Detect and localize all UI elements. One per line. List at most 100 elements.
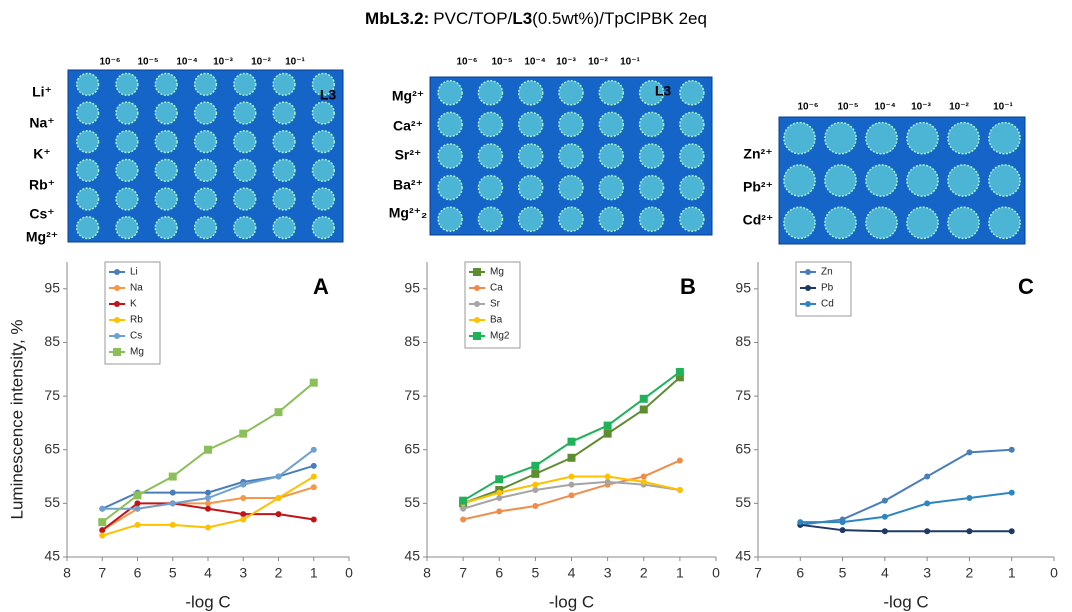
series-line (800, 448, 1012, 526)
legend-label: Mg2 (490, 331, 510, 342)
legend-marker (114, 301, 120, 307)
plate-spot (679, 143, 705, 169)
marker (240, 511, 247, 518)
marker (310, 484, 317, 491)
marker (881, 528, 888, 535)
x-tick-label: 5 (531, 565, 539, 581)
plate-label: L3 (320, 87, 337, 103)
marker (640, 478, 647, 485)
legend-label: Ba (490, 315, 503, 326)
plate-spot (115, 158, 139, 182)
plate-spot (988, 164, 1021, 197)
marker (99, 527, 106, 534)
marker (275, 495, 282, 501)
plate-column-label: 10⁻¹ (620, 57, 640, 68)
panel-label: C (1018, 274, 1034, 299)
marker (169, 521, 176, 528)
plate-spot (598, 80, 625, 106)
legend-marker (473, 332, 481, 340)
plate-spot (865, 206, 898, 240)
legend-label: Mg (130, 347, 144, 358)
plate-spot (598, 143, 625, 169)
plate-spot (558, 80, 584, 106)
plate-spot (598, 111, 625, 138)
plate-spot (311, 72, 336, 96)
legend-marker (805, 269, 811, 275)
plate-spot (783, 121, 816, 155)
plate-row-label: Li⁺ (32, 84, 52, 100)
marker (205, 500, 211, 507)
plate-spot (233, 101, 257, 125)
legend-label: Rb (130, 315, 143, 326)
plate-column-label: 10⁻⁵ (837, 102, 858, 113)
plate-spot (193, 187, 218, 211)
x-tick-label: 4 (568, 565, 576, 581)
legend-marker (474, 317, 480, 323)
plate-row-label: Mg²⁺ (392, 88, 424, 104)
marker (966, 528, 973, 535)
plate-column-label: 10⁻² (251, 57, 271, 68)
plate-spot (154, 72, 178, 96)
title-part: MbL3.2: (365, 9, 429, 28)
marker (1008, 446, 1015, 453)
y-tick-label: 75 (44, 387, 60, 403)
x-tick-label: 7 (98, 565, 106, 581)
plate-row-label: Mg²⁺₂ (389, 205, 428, 221)
marker (133, 491, 142, 500)
plate-spot (193, 216, 218, 240)
plate-spot (988, 206, 1021, 240)
plate-column-label: 10⁻⁶ (456, 57, 477, 68)
y-tick-label: 75 (735, 387, 751, 403)
plate-spot (193, 130, 218, 154)
legend-label: Cd (821, 299, 834, 310)
marker (310, 462, 317, 469)
plate-spot (115, 130, 139, 154)
title-part: (0.5wt%)/TpClPBK 2eq (532, 9, 707, 28)
marker (1008, 489, 1015, 496)
plate-spot (947, 121, 980, 155)
plate-label: L3 (655, 83, 672, 99)
y-tick-label: 85 (404, 333, 420, 349)
legend-marker (113, 348, 121, 356)
plate-row-label: Mg²⁺ (26, 229, 58, 245)
marker (99, 532, 106, 539)
plate-spot (477, 111, 504, 138)
legend-marker (114, 333, 120, 339)
plate-photo (67, 69, 344, 243)
legend-label: Ca (490, 283, 503, 294)
plate-column-label: 10⁻¹ (285, 57, 305, 68)
panel-label: A (313, 274, 329, 299)
plate-spot (679, 111, 705, 138)
legend-label: Na (130, 283, 143, 294)
marker (134, 505, 141, 512)
x-tick-label: 1 (310, 565, 318, 581)
plate-spot (906, 206, 939, 240)
plate-spot (272, 101, 296, 125)
plate-spot (154, 216, 178, 240)
y-tick-label: 85 (44, 333, 60, 349)
plate-column-label: 10⁻² (949, 102, 969, 113)
marker (310, 473, 317, 480)
marker (924, 473, 931, 480)
marker (640, 473, 647, 480)
plate-spot (75, 216, 100, 240)
plate-spot (75, 101, 100, 125)
marker (881, 513, 888, 520)
plate-spot (272, 130, 296, 154)
marker (675, 373, 684, 382)
x-tick-label: 3 (239, 565, 247, 581)
x-tick-label: 7 (459, 565, 467, 581)
title-part: PVC/TOP/ (433, 9, 512, 28)
plate-spot (233, 72, 257, 96)
marker (966, 449, 973, 456)
marker (310, 446, 317, 453)
plate-column-label: 10⁻⁵ (137, 57, 158, 68)
legend-label: Li (130, 267, 138, 278)
x-tick-label: 4 (204, 565, 212, 581)
plate-spot (947, 164, 980, 197)
plate-row-label: Ba²⁺ (393, 177, 423, 193)
plate-spot (75, 158, 100, 182)
plate-spot (906, 164, 939, 197)
marker (676, 486, 683, 493)
marker (532, 481, 539, 488)
